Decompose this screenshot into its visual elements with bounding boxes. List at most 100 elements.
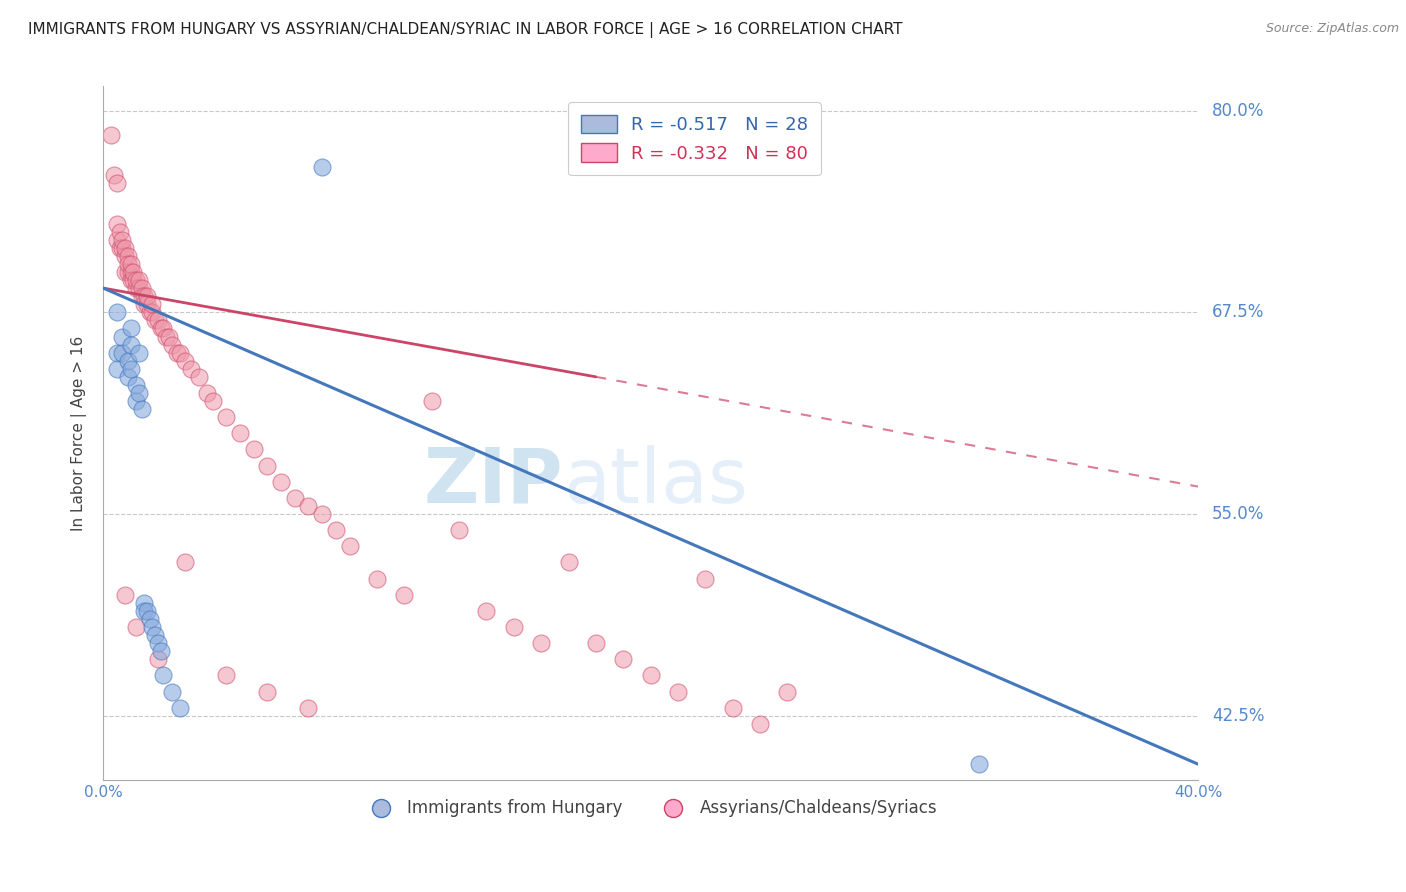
Point [125,620,148,634]
Point [105,361,128,376]
Point [297,700,319,714]
Point [776,684,799,698]
Text: ZIP: ZIP [423,445,562,519]
Point [229,426,252,441]
Text: 80.0%: 80.0% [1212,102,1264,120]
Point [146,636,169,650]
Point [128,386,150,401]
Point [136,289,159,303]
Point [256,458,278,473]
Point [160,337,183,351]
Point [155,329,177,343]
Point [120,265,142,279]
Point [166,345,188,359]
Point [201,394,224,409]
Point [174,556,197,570]
Point [325,523,347,537]
Point [128,281,150,295]
Point [146,652,169,666]
Point [125,273,148,287]
Point [149,644,172,658]
Point [125,394,148,409]
Point [447,523,470,537]
Point [117,353,139,368]
Text: IMMIGRANTS FROM HUNGARY VS ASSYRIAN/CHALDEAN/SYRIAC IN LABOR FORCE | AGE > 16 CO: IMMIGRANTS FROM HUNGARY VS ASSYRIAN/CHAL… [28,22,903,38]
Point [530,636,553,650]
Point [108,225,131,239]
Point [117,265,139,279]
Point [157,329,180,343]
Point [114,249,136,263]
Point [152,668,174,682]
Point [169,345,191,359]
Point [420,394,443,409]
Point [149,321,172,335]
Point [120,273,142,287]
Point [284,491,307,505]
Point [131,281,153,295]
Point [297,499,319,513]
Point [128,345,150,359]
Point [120,361,142,376]
Point [134,596,156,610]
Point [141,620,163,634]
Point [125,281,148,295]
Point [180,361,202,376]
Point [128,273,150,287]
Point [100,128,122,142]
Point [103,168,125,182]
Point [141,305,163,319]
Point [117,249,139,263]
Point [152,321,174,335]
Point [339,539,361,553]
Point [502,620,524,634]
Text: atlas: atlas [562,445,748,519]
Point [242,442,264,457]
Point [114,241,136,255]
Point [139,305,162,319]
Point [585,636,607,650]
Legend: Immigrants from Hungary, Assyrians/Chaldeans/Syriacs: Immigrants from Hungary, Assyrians/Chald… [357,793,943,824]
Point [256,684,278,698]
Point [120,257,142,271]
Point [215,410,238,425]
Point [125,378,148,392]
Point [122,265,145,279]
Point [120,321,142,335]
Point [117,369,139,384]
Point [134,604,156,618]
Point [105,305,128,319]
Text: Source: ZipAtlas.com: Source: ZipAtlas.com [1265,22,1399,36]
Point [721,700,744,714]
Point [749,716,772,731]
Point [131,289,153,303]
Point [120,337,142,351]
Point [146,313,169,327]
Point [136,604,159,618]
Point [111,233,134,247]
Point [169,700,191,714]
Point [105,217,128,231]
Text: 42.5%: 42.5% [1212,706,1264,724]
Point [111,241,134,255]
Point [640,668,662,682]
Point [366,572,388,586]
Point [666,684,689,698]
Point [134,297,156,311]
Point [215,668,238,682]
Point [270,475,292,489]
Point [475,604,498,618]
Text: 55.0%: 55.0% [1212,505,1264,523]
Text: 67.5%: 67.5% [1212,303,1264,321]
Point [134,289,156,303]
Point [111,345,134,359]
Point [143,628,166,642]
Point [143,313,166,327]
Point [105,233,128,247]
Point [195,386,218,401]
Y-axis label: In Labor Force | Age > 16: In Labor Force | Age > 16 [72,335,87,531]
Point [117,257,139,271]
Point [188,369,211,384]
Point [967,757,990,772]
Point [105,345,128,359]
